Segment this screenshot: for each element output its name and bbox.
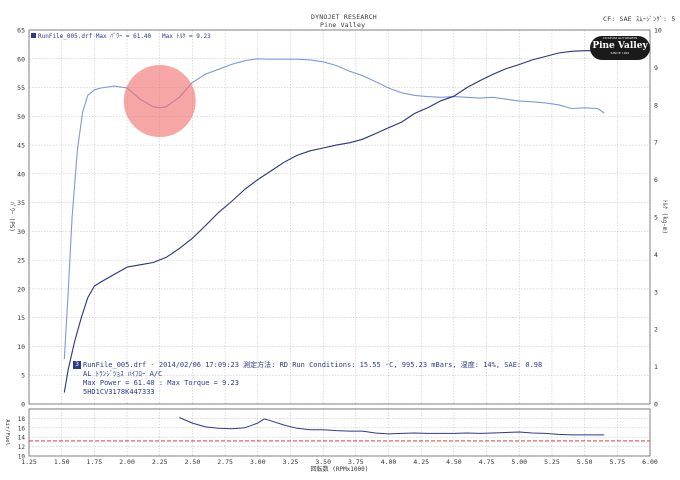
y-tick-label-left: 55 bbox=[17, 84, 25, 92]
run-info-line2: AL ﾄﾗﾝｼﾞﾂｮｽ ﾊｲﾌﾛｰ A/C bbox=[83, 370, 163, 378]
afr-axis-label: Air/Fuel bbox=[4, 419, 10, 446]
x-tick-label: 3.50 bbox=[315, 458, 331, 466]
y-tick-label-right: 10 bbox=[654, 27, 662, 35]
header-cf: CF: SAE ｽﾑｰｼﾞﾝｸﾞ: 5 bbox=[603, 15, 676, 23]
y-tick-label-left: 10 bbox=[17, 343, 25, 351]
afr-tick-label: 14 bbox=[18, 435, 26, 442]
y-tick-label-right: 4 bbox=[654, 251, 658, 259]
y-tick-label-right: 8 bbox=[654, 101, 658, 109]
torque-curve bbox=[63, 50, 605, 393]
y-tick-label-right: 3 bbox=[654, 288, 658, 296]
y-tick-label-right: 9 bbox=[654, 64, 658, 72]
x-tick-label: 1.25 bbox=[21, 458, 37, 466]
x-tick-label: 6.00 bbox=[642, 458, 658, 466]
run-info-box: 3 RunFile_005.drf - 2014/02/06 17:09:23 測… bbox=[73, 361, 542, 397]
x-tick-label: 5.75 bbox=[609, 458, 625, 466]
pine-valley-logo: CUSTOM AUTOPARTS Pine Valley SINCE 1991 bbox=[590, 36, 650, 60]
x-tick-label: 1.75 bbox=[87, 458, 103, 466]
run-info-line4: 5HD1CV3178K447333 bbox=[83, 388, 155, 396]
y-tick-label-left: 30 bbox=[17, 228, 25, 236]
x-tick-label: 2.50 bbox=[185, 458, 201, 466]
y-tick-label-left: 25 bbox=[17, 257, 25, 265]
afr-curve bbox=[179, 417, 605, 436]
x-tick-label: 3.00 bbox=[250, 458, 266, 466]
y-tick-label-left: 20 bbox=[17, 285, 25, 293]
header-shop: Pine Valley bbox=[320, 21, 366, 29]
x-tick-label: 2.25 bbox=[152, 458, 168, 466]
x-tick-label: 5.00 bbox=[511, 458, 527, 466]
legend-file: RunFile_005.drf bbox=[38, 33, 93, 40]
legend-torque: Max ﾄﾙｸ = 9.23 bbox=[162, 33, 211, 40]
x-tick-label: 3.25 bbox=[283, 458, 299, 466]
chart-legend: RunFile_005.drf Max ﾊﾟﾜｰ = 61.40 Max ﾄﾙｸ… bbox=[31, 31, 211, 40]
x-tick-label: 1.50 bbox=[54, 458, 70, 466]
afr-tick-label: 18 bbox=[18, 416, 26, 423]
run-info-line1: RunFile_005.drf - 2014/02/06 17:09:23 測定… bbox=[83, 361, 543, 369]
run-info-line3: Max Power = 61.40 : Max Torque = 9.23 bbox=[83, 379, 239, 387]
y-axis-label-right: ﾄﾙｸ (kg-m) bbox=[661, 200, 668, 234]
y-tick-label-left: 50 bbox=[17, 113, 25, 121]
y-tick-label-left: 0 bbox=[21, 401, 25, 409]
x-tick-label: 5.25 bbox=[544, 458, 560, 466]
x-tick-label: 4.00 bbox=[381, 458, 397, 466]
x-tick-label: 3.75 bbox=[348, 458, 364, 466]
header-company: DYNOJET RESEARCH bbox=[311, 13, 377, 21]
power-curve bbox=[63, 58, 605, 360]
afr-tick-label: 16 bbox=[18, 425, 26, 432]
y-tick-label-right: 1 bbox=[654, 363, 658, 371]
y-tick-label-right: 2 bbox=[654, 326, 658, 334]
run-index-badge: 3 bbox=[73, 361, 81, 369]
y-tick-label-left: 35 bbox=[17, 199, 25, 207]
legend-marker bbox=[31, 33, 36, 38]
legend-power: Max ﾊﾟﾜｰ = 61.40 bbox=[95, 33, 152, 40]
x-tick-label: 4.25 bbox=[413, 458, 429, 466]
logo-text: Pine Valley bbox=[592, 41, 648, 51]
y-tick-label-right: 0 bbox=[654, 401, 658, 409]
y-tick-label-left: 60 bbox=[17, 55, 25, 63]
x-tick-label: 4.50 bbox=[446, 458, 462, 466]
afr-plot-frame bbox=[28, 408, 651, 457]
y-tick-label-left: 45 bbox=[17, 142, 25, 150]
afr-tick-label: 10 bbox=[18, 454, 26, 461]
afr-tick-label: 12 bbox=[18, 444, 26, 451]
y-tick-label-right: 7 bbox=[654, 139, 658, 147]
y-tick-label-right: 5 bbox=[654, 214, 658, 222]
main-plot-frame bbox=[28, 29, 651, 405]
highlight-circle bbox=[123, 65, 196, 138]
y-tick-label-left: 65 bbox=[17, 27, 25, 35]
y-tick-label-left: 5 bbox=[21, 372, 25, 380]
y-tick-label-left: 40 bbox=[17, 170, 25, 178]
logo-small-bottom: SINCE 1991 bbox=[610, 51, 630, 55]
logo-small-top: CUSTOM AUTOPARTS bbox=[602, 36, 638, 40]
x-tick-label: 5.50 bbox=[577, 458, 593, 466]
x-tick-label: 4.75 bbox=[479, 458, 495, 466]
y-tick-label-left: 15 bbox=[17, 314, 25, 322]
x-axis-label: 回転数 (RPMx1000) bbox=[311, 465, 369, 473]
y-axis-label-left: ﾊﾟﾜｰ (PS) bbox=[8, 202, 15, 232]
x-tick-label: 2.00 bbox=[119, 458, 135, 466]
y-tick-label-right: 6 bbox=[654, 176, 658, 184]
x-tick-label: 2.75 bbox=[217, 458, 233, 466]
